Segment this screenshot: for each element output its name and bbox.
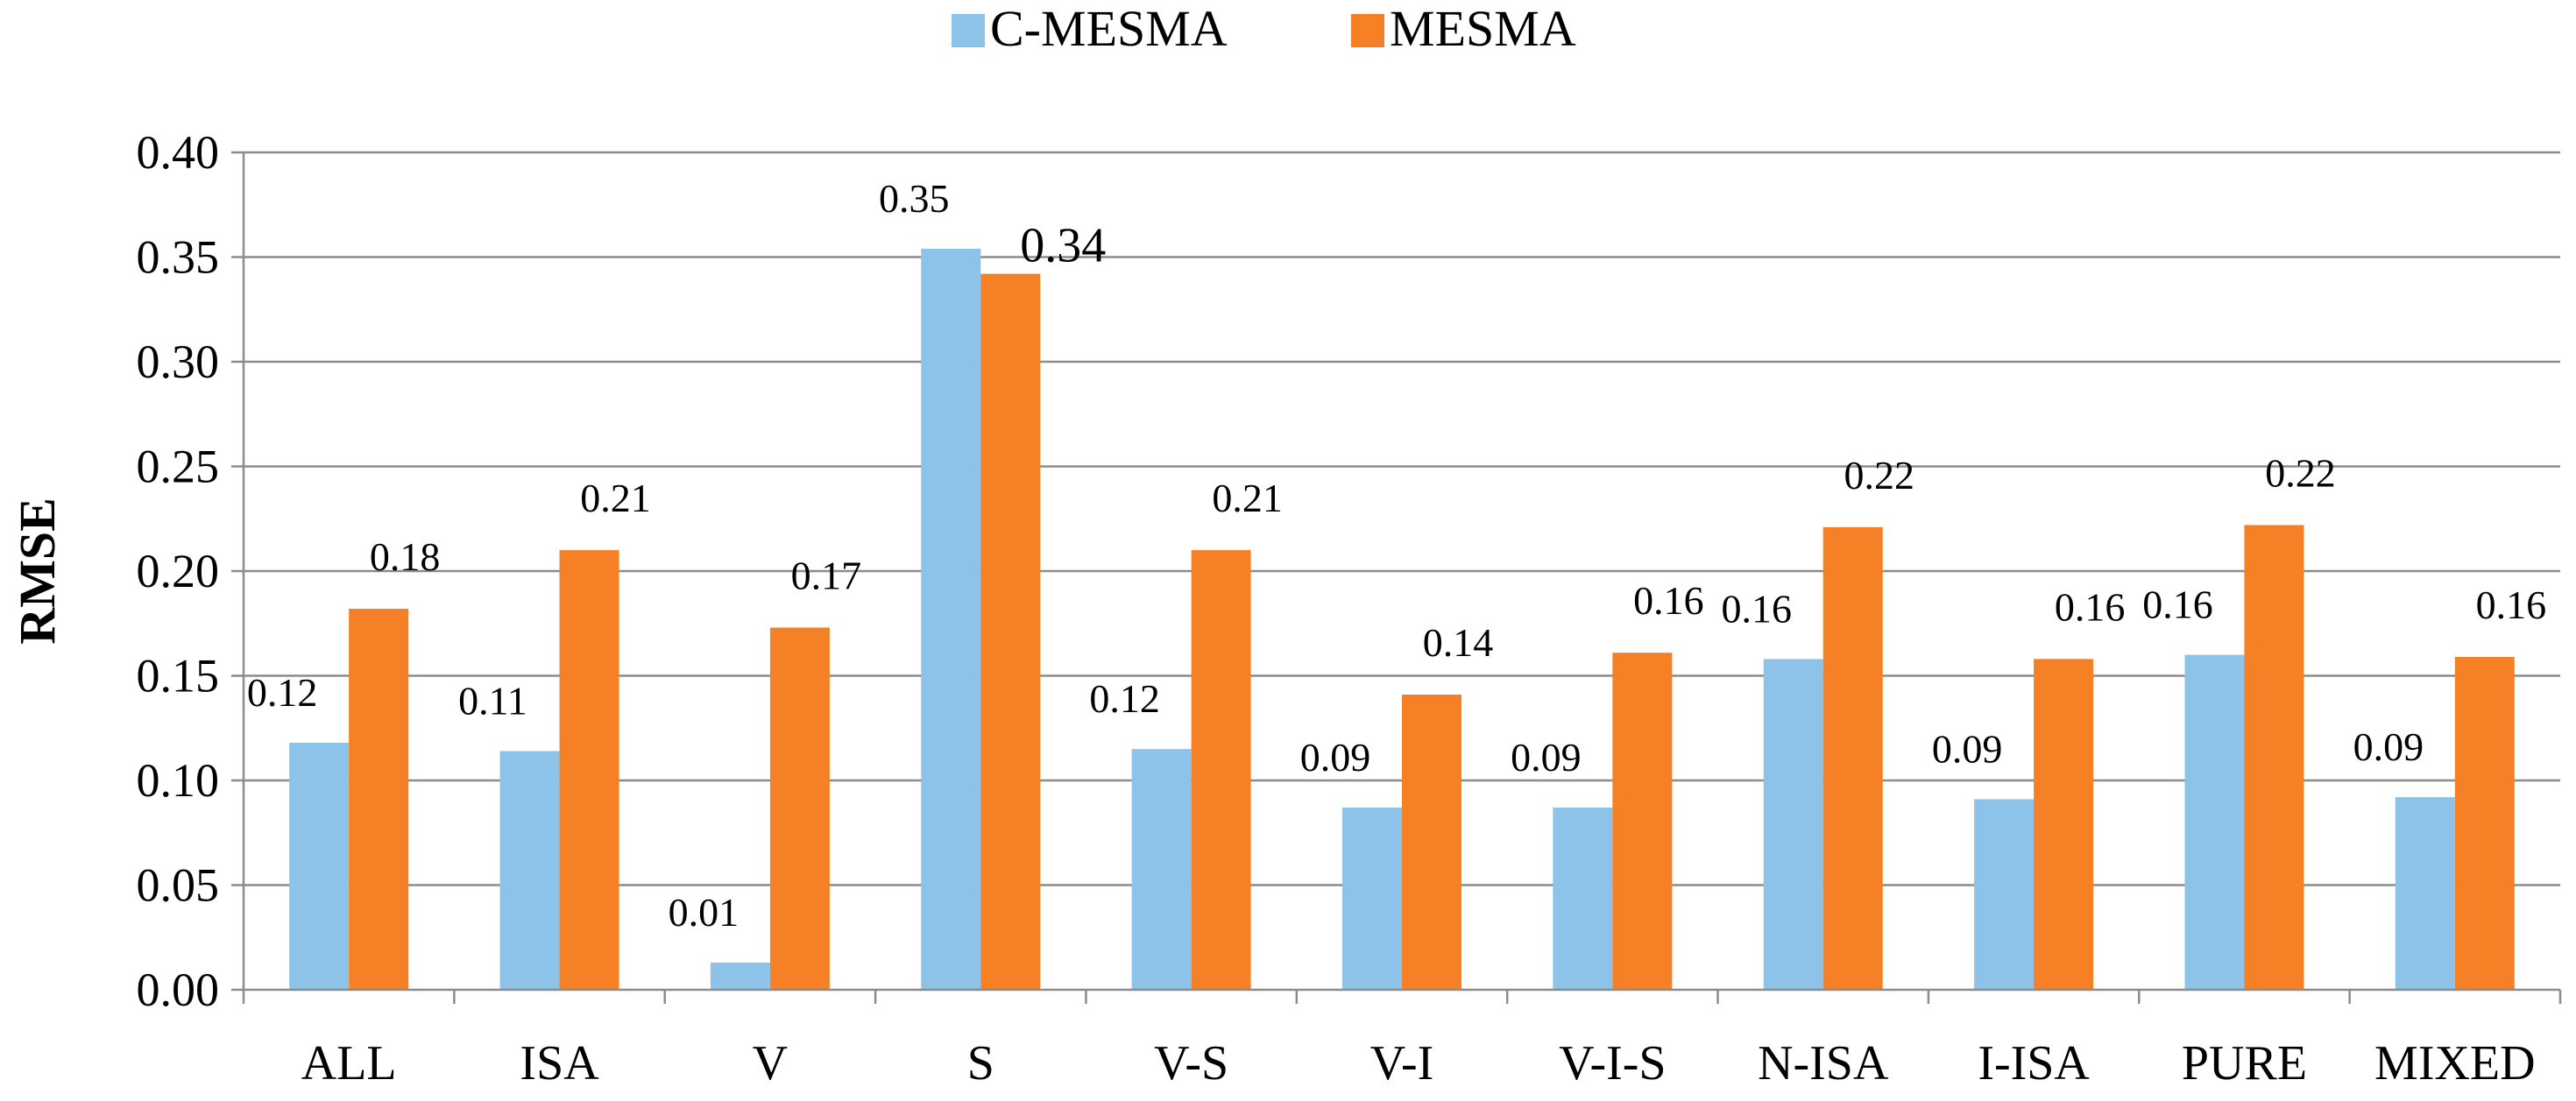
bar-c-mesma-mixed bbox=[2395, 797, 2455, 990]
x-tick-label: ALL bbox=[301, 1036, 397, 1090]
bar-c-mesma-v bbox=[710, 962, 770, 990]
data-label-c-mesma-mixed: 0.09 bbox=[2353, 724, 2424, 769]
bar-mesma-v-i bbox=[1402, 695, 1461, 990]
data-label-c-mesma-v-i: 0.09 bbox=[1300, 735, 1371, 780]
data-label-mesma-all: 0.18 bbox=[370, 534, 441, 579]
y-tick-label: 0.30 bbox=[137, 335, 220, 388]
x-tick-label: MIXED bbox=[2374, 1036, 2536, 1090]
x-tick-label: V-S bbox=[1154, 1036, 1228, 1090]
y-tick-label: 0.00 bbox=[137, 963, 220, 1016]
x-tick-label: PURE bbox=[2182, 1036, 2307, 1090]
x-tick-label: I-ISA bbox=[1978, 1036, 2090, 1090]
bar-mesma-n-isa bbox=[1822, 526, 1883, 990]
data-label-mesma-v-i-s: 0.16 bbox=[1633, 578, 1704, 623]
bar-mesma-v bbox=[769, 627, 830, 990]
data-label-mesma-s: 0.34 bbox=[1020, 219, 1106, 273]
data-label-c-mesma-all: 0.12 bbox=[247, 670, 318, 715]
x-tick-label: V-I bbox=[1370, 1036, 1434, 1090]
bar-c-mesma-v-i-s bbox=[1553, 808, 1613, 990]
y-tick-label: 0.15 bbox=[137, 650, 220, 702]
data-label-c-mesma-v-s: 0.12 bbox=[1089, 676, 1160, 721]
bar-mesma-isa bbox=[559, 550, 619, 990]
data-label-mesma-isa: 0.21 bbox=[580, 476, 651, 520]
legend-label-mesma: MESMA bbox=[1390, 0, 1576, 57]
bar-c-mesma-s bbox=[921, 248, 981, 990]
bar-mesma-s bbox=[980, 273, 1041, 990]
data-label-mesma-i-isa: 0.16 bbox=[2055, 584, 2126, 629]
bar-mesma-i-isa bbox=[2034, 659, 2094, 990]
bar-c-mesma-isa bbox=[499, 751, 560, 990]
bar-c-mesma-i-isa bbox=[1974, 799, 2035, 990]
bar-mesma-all bbox=[349, 609, 409, 990]
x-tick-label: N-ISA bbox=[1758, 1036, 1889, 1090]
data-label-c-mesma-isa: 0.11 bbox=[458, 679, 527, 723]
y-tick-label: 0.05 bbox=[137, 859, 220, 912]
data-label-mesma-n-isa: 0.22 bbox=[1844, 453, 1914, 498]
x-tick-label: ISA bbox=[520, 1036, 599, 1090]
y-axis-title: RMSE bbox=[9, 498, 66, 645]
data-label-mesma-v-s: 0.21 bbox=[1212, 476, 1283, 520]
data-label-mesma-v-i: 0.14 bbox=[1423, 620, 1494, 665]
x-tick-label: V bbox=[753, 1036, 788, 1090]
x-tick-label: V-I-S bbox=[1559, 1036, 1666, 1090]
y-tick-label: 0.35 bbox=[137, 231, 220, 284]
data-label-c-mesma-n-isa: 0.16 bbox=[1721, 586, 1792, 631]
bar-c-mesma-n-isa bbox=[1763, 659, 1823, 990]
y-tick-label: 0.20 bbox=[137, 545, 220, 597]
data-label-mesma-mixed: 0.16 bbox=[2476, 582, 2547, 627]
data-label-c-mesma-v-i-s: 0.09 bbox=[1511, 735, 1582, 780]
bar-mesma-v-s bbox=[1191, 550, 1251, 990]
y-tick-label: 0.10 bbox=[137, 754, 220, 807]
x-tick-label: S bbox=[967, 1036, 994, 1090]
data-label-c-mesma-s: 0.35 bbox=[879, 176, 950, 221]
bar-mesma-v-i-s bbox=[1612, 653, 1673, 990]
data-label-mesma-pure: 0.22 bbox=[2265, 450, 2336, 495]
bar-mesma-mixed bbox=[2454, 656, 2515, 990]
y-tick-label: 0.25 bbox=[137, 441, 220, 493]
data-label-c-mesma-pure: 0.16 bbox=[2142, 582, 2213, 627]
bar-c-mesma-v-i bbox=[1342, 808, 1402, 990]
bar-c-mesma-pure bbox=[2184, 654, 2245, 990]
data-label-c-mesma-i-isa: 0.09 bbox=[1932, 727, 2003, 772]
y-tick-label: 0.40 bbox=[137, 126, 220, 179]
bar-mesma-pure bbox=[2244, 525, 2304, 990]
legend-swatch-c-mesma bbox=[952, 14, 985, 47]
bar-c-mesma-v-s bbox=[1131, 749, 1192, 990]
data-label-mesma-v: 0.17 bbox=[791, 554, 862, 598]
legend-swatch-mesma bbox=[1351, 14, 1384, 47]
data-label-c-mesma-v: 0.01 bbox=[669, 890, 740, 935]
bar-c-mesma-all bbox=[289, 742, 350, 990]
legend-label-c-mesma: C-MESMA bbox=[990, 0, 1228, 57]
